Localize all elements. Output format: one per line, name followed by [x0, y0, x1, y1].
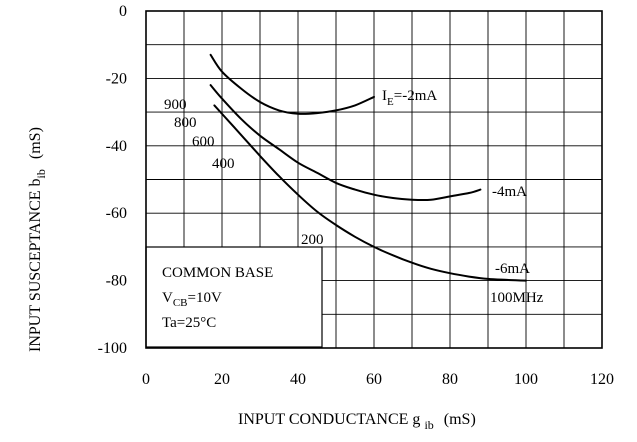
y-axis-title-sub: ib	[34, 169, 48, 178]
conditions-line1: COMMON BASE	[162, 265, 273, 281]
plot-frame	[145, 10, 603, 349]
y-tick-label: -40	[106, 138, 127, 155]
x-axis-title: INPUT CONDUCTANCE g ib (mS)	[238, 411, 476, 432]
series-line-ie-4ma	[209, 84, 482, 202]
x-tick-label: 60	[366, 371, 382, 388]
conditions-line3: Ta=25°C	[162, 315, 216, 331]
y-tick-label: 0	[119, 3, 127, 20]
y-tick-label: -20	[106, 70, 127, 87]
series-label-ie2-rest: =-2mA	[394, 88, 438, 104]
series-lines	[209, 53, 527, 282]
tick-labels: 0 20 40 60 80 100 120 0 -20 -40 -60 -80 -100	[98, 3, 614, 388]
conditions-line2-rest: =10V	[188, 290, 222, 306]
series-line-ie-6ma	[213, 104, 527, 282]
y-axis-title-main: INPUT SUSCEPTANCE b	[27, 178, 44, 352]
y-tick-label: -100	[98, 340, 127, 357]
series-label-ie2: IE=-2mA	[382, 88, 437, 108]
x-tick-label: 100	[514, 371, 538, 388]
y-tick-label: -60	[106, 205, 127, 222]
freq-label-900: 900	[164, 97, 187, 113]
series-line-ie-2ma	[209, 53, 375, 115]
y-axis-title-unit: (mS)	[27, 127, 44, 159]
freq-label-400: 400	[212, 156, 235, 172]
x-tick-label: 120	[590, 371, 614, 388]
series-label-6ma: -6mA	[495, 261, 530, 277]
conditions-line2-sub: CB	[173, 297, 188, 309]
x-tick-label: 40	[290, 371, 306, 388]
series-label-4ma: -4mA	[492, 184, 527, 200]
x-axis-title-unit: (mS)	[444, 411, 476, 428]
freq-label-800: 800	[174, 115, 197, 131]
x-tick-label: 80	[442, 371, 458, 388]
freq-label-100mhz: 100MHz	[490, 290, 544, 306]
x-tick-label: 20	[214, 371, 230, 388]
series-label-ie2-main: I	[382, 88, 387, 104]
x-tick-label: 0	[142, 371, 150, 388]
series-label-ie2-sub: E	[387, 96, 394, 108]
y-axis-title: INPUT SUSCEPTANCE bib (mS)	[27, 127, 48, 352]
x-axis-title-sub: ib	[424, 418, 433, 432]
x-axis-title-main: INPUT CONDUCTANCE g	[238, 411, 420, 428]
conditions-line2-main: V	[162, 290, 173, 306]
conditions-box	[145, 246, 323, 348]
freq-label-600: 600	[192, 134, 215, 150]
freq-label-200: 200	[301, 232, 324, 248]
y-tick-label: -80	[106, 273, 127, 290]
conditions-line2: VCB=10V	[162, 290, 222, 309]
